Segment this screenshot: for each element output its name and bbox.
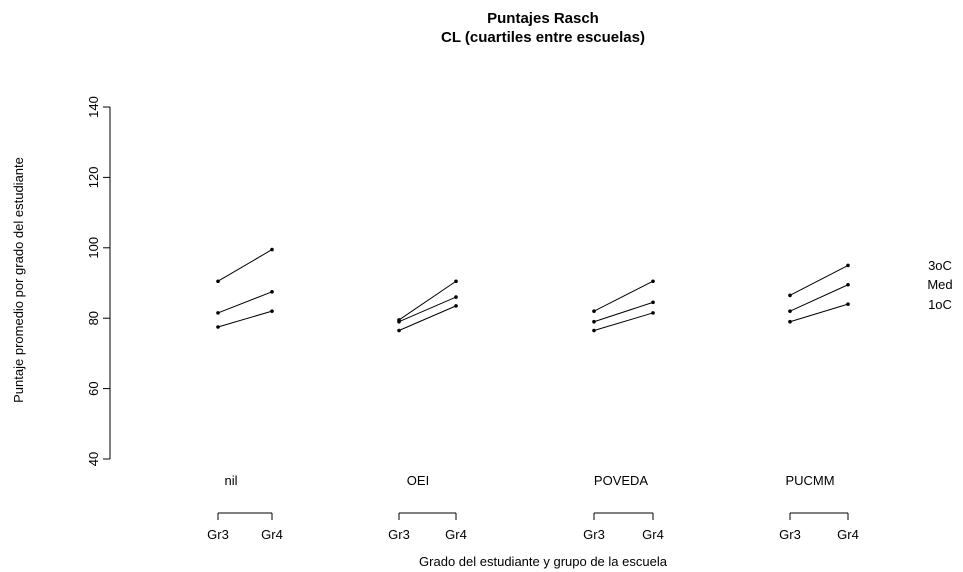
data-point xyxy=(454,279,458,284)
data-point xyxy=(788,319,792,324)
data-point xyxy=(397,319,401,324)
y-tick-label: 80 xyxy=(86,311,101,325)
y-axis: 40 60 80 100 120 140 xyxy=(86,96,111,466)
x-tick-label: Gr4 xyxy=(261,527,283,542)
data-point xyxy=(846,263,850,268)
data-point xyxy=(651,279,655,284)
x-tick-label: Gr4 xyxy=(445,527,467,542)
data-point xyxy=(270,290,274,294)
data-point xyxy=(270,309,274,313)
group-label: POVEDA xyxy=(594,473,649,488)
series-line xyxy=(593,312,654,331)
data-point xyxy=(397,328,401,333)
series-line xyxy=(217,291,273,314)
data-point xyxy=(216,325,220,329)
data-point xyxy=(788,293,792,298)
series-line xyxy=(398,280,457,321)
data-point xyxy=(651,300,655,305)
series-line xyxy=(593,280,654,312)
data-point xyxy=(592,309,596,313)
chart-subtitle: CL (cuartiles entre escuelas) xyxy=(441,29,645,46)
y-tick-label: 120 xyxy=(86,167,101,189)
data-point xyxy=(216,279,220,284)
series-line xyxy=(789,284,849,312)
y-axis-label: Puntaje promedio por grado del estudiant… xyxy=(11,157,26,403)
x-axis: Gr3 Gr4 Gr3 Gr4 Gr3 Gr4 Gr3 Gr4 xyxy=(207,512,859,542)
series-line xyxy=(398,296,457,323)
plot-area: nil OEI POVEDA PUCMM xyxy=(216,247,850,488)
y-tick-label: 60 xyxy=(86,381,101,395)
x-tick-label: Gr3 xyxy=(583,527,605,542)
series-line xyxy=(217,310,273,328)
x-axis-label: Grado del estudiante y grupo de la escue… xyxy=(419,554,668,569)
data-point xyxy=(270,247,274,252)
series-label: Med xyxy=(927,277,952,292)
x-tick-label: Gr3 xyxy=(207,527,229,542)
x-tick-label: Gr4 xyxy=(837,527,859,542)
y-tick-label: 100 xyxy=(86,237,101,259)
data-point xyxy=(592,319,596,324)
data-point xyxy=(454,304,458,308)
series-label: 3oC xyxy=(928,258,952,273)
group-label: OEI xyxy=(407,473,429,488)
group-label: nil xyxy=(224,473,237,488)
series-line xyxy=(789,264,849,296)
group-label: PUCMM xyxy=(785,473,834,488)
y-tick-label: 140 xyxy=(86,96,101,118)
series-line xyxy=(217,249,273,282)
x-tick-label: Gr3 xyxy=(388,527,410,542)
data-point xyxy=(846,282,850,287)
series-line xyxy=(593,301,654,323)
series-label: 1oC xyxy=(928,297,952,312)
data-point xyxy=(216,311,220,315)
data-point xyxy=(651,311,655,315)
data-point xyxy=(846,302,850,306)
data-point xyxy=(788,309,792,313)
chart-title: Puntajes Rasch xyxy=(487,10,599,27)
data-point xyxy=(454,295,458,299)
series-labels: 3oC Med 1oC xyxy=(927,258,952,312)
y-tick-label: 40 xyxy=(86,452,101,466)
data-point xyxy=(592,328,596,333)
series-line xyxy=(398,305,457,331)
series-line xyxy=(789,303,849,323)
x-tick-label: Gr4 xyxy=(642,527,664,542)
x-tick-label: Gr3 xyxy=(779,527,801,542)
